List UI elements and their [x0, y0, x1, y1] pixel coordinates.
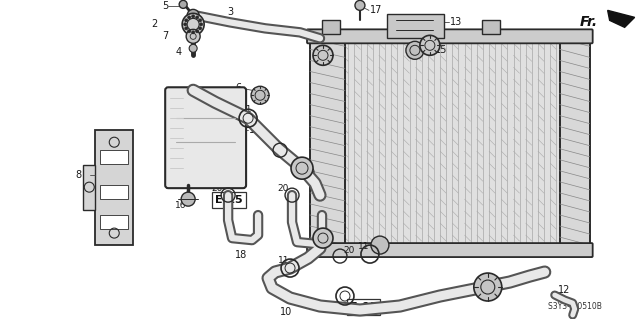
Polygon shape	[330, 38, 575, 248]
Circle shape	[198, 19, 202, 22]
Text: 5: 5	[162, 1, 168, 11]
FancyBboxPatch shape	[83, 165, 95, 210]
Circle shape	[313, 45, 333, 65]
Circle shape	[184, 23, 187, 26]
Circle shape	[196, 30, 198, 33]
FancyBboxPatch shape	[95, 130, 133, 245]
Circle shape	[420, 35, 440, 55]
Circle shape	[189, 44, 197, 52]
Text: 20: 20	[268, 139, 280, 148]
Text: 8: 8	[76, 170, 81, 180]
Text: 15: 15	[435, 45, 447, 55]
Text: 19: 19	[310, 250, 323, 260]
Circle shape	[251, 86, 269, 104]
Text: 18: 18	[235, 250, 247, 260]
Circle shape	[191, 15, 195, 18]
Text: 17: 17	[370, 5, 382, 15]
Circle shape	[191, 31, 195, 34]
FancyBboxPatch shape	[100, 150, 128, 164]
Circle shape	[355, 0, 365, 11]
Text: 9: 9	[308, 168, 314, 178]
Circle shape	[185, 19, 188, 22]
Text: 11: 11	[278, 256, 289, 264]
Text: 20: 20	[211, 184, 223, 193]
Text: 3: 3	[227, 7, 233, 17]
Circle shape	[181, 192, 195, 206]
Text: 2: 2	[151, 19, 157, 29]
Text: E-15: E-15	[215, 195, 243, 205]
FancyBboxPatch shape	[560, 38, 589, 248]
Circle shape	[371, 236, 389, 254]
Polygon shape	[607, 11, 635, 27]
FancyBboxPatch shape	[307, 29, 593, 43]
Text: 11: 11	[241, 105, 253, 114]
Text: 16: 16	[175, 201, 187, 210]
Text: 12: 12	[557, 285, 570, 295]
Text: 20: 20	[277, 184, 289, 193]
Circle shape	[200, 23, 203, 26]
Circle shape	[188, 30, 191, 33]
Text: 10: 10	[280, 307, 292, 317]
Circle shape	[406, 41, 424, 59]
Text: 11: 11	[358, 241, 369, 251]
Text: 13: 13	[450, 17, 462, 27]
Circle shape	[179, 0, 187, 8]
FancyBboxPatch shape	[322, 20, 340, 34]
Text: 14: 14	[508, 277, 520, 287]
Circle shape	[198, 27, 202, 30]
Circle shape	[186, 29, 200, 43]
Text: 1: 1	[249, 125, 255, 135]
FancyBboxPatch shape	[310, 38, 345, 248]
Text: 11: 11	[333, 302, 344, 312]
Circle shape	[188, 16, 191, 19]
Text: Fr.: Fr.	[580, 15, 598, 29]
FancyBboxPatch shape	[387, 14, 444, 38]
Circle shape	[474, 273, 502, 301]
Circle shape	[187, 9, 199, 21]
Text: 6: 6	[235, 83, 241, 93]
Circle shape	[196, 16, 198, 19]
Text: E-15: E-15	[350, 302, 378, 312]
Circle shape	[313, 228, 333, 248]
Text: 7: 7	[162, 31, 168, 41]
FancyBboxPatch shape	[165, 87, 246, 188]
Text: 4: 4	[175, 47, 181, 57]
FancyBboxPatch shape	[482, 20, 500, 34]
Circle shape	[185, 27, 188, 30]
Circle shape	[291, 157, 313, 179]
Text: S3Y3- B0510B: S3Y3- B0510B	[548, 301, 602, 310]
FancyBboxPatch shape	[307, 243, 593, 257]
Circle shape	[182, 13, 204, 35]
Text: 20: 20	[343, 246, 355, 255]
FancyBboxPatch shape	[100, 185, 128, 199]
FancyBboxPatch shape	[412, 20, 430, 34]
FancyBboxPatch shape	[100, 215, 128, 229]
